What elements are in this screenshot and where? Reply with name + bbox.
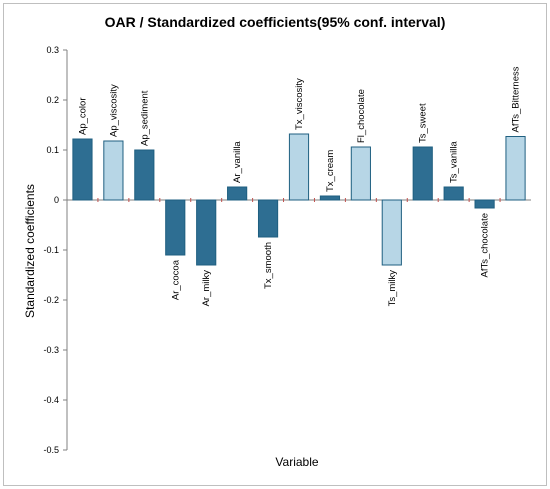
y-tick-label: 0 — [54, 195, 59, 205]
y-tick-label: -0.2 — [43, 295, 59, 305]
bar-fl-chocolate — [350, 146, 371, 201]
bar-ar-cocoa — [165, 199, 186, 256]
bar-ap-color — [72, 138, 93, 201]
bar-label: Tx_smooth — [263, 242, 274, 289]
y-tick-label: -0.4 — [43, 395, 59, 405]
y-tick-label: 0.1 — [46, 145, 59, 155]
plot-area: 0.3 0.2 0.1 0 -0.1 -0.2 -0.3 -0.4 -0.5 Ap_color Ap… — [43, 45, 531, 455]
bar-ts-milky — [381, 199, 402, 266]
bar-label: AfTs_chocolate — [480, 213, 491, 277]
chart-frame — [3, 3, 547, 486]
bar-ts-vanilla — [443, 186, 464, 201]
bar-label: Tx_cream — [325, 150, 336, 192]
chart-title: OAR / Standardized coefficients(95% conf… — [105, 14, 446, 30]
bar-label: Ar_vanilla — [232, 141, 243, 183]
bar-label: Ap_color — [77, 98, 88, 136]
bar-label: Ap_sediment — [139, 90, 150, 146]
bar-label: Ar_milky — [201, 270, 212, 307]
y-tick-label: 0.2 — [46, 95, 59, 105]
y-tick-label: -0.1 — [43, 245, 59, 255]
bar-label: Ts_vanilla — [449, 141, 460, 183]
bar-tx-viscosity — [288, 133, 310, 201]
bar-label: Ts_sweet — [418, 103, 429, 143]
bar-label: AfTs_Bitterness — [511, 66, 522, 132]
y-tick-label: -0.3 — [43, 345, 59, 355]
bar-ap-viscosity — [103, 140, 124, 201]
bar-tx-cream — [319, 195, 341, 201]
y-tick-label: 0.3 — [46, 45, 59, 55]
y-tick-label: -0.5 — [43, 445, 59, 455]
bar-afts-bitterness — [505, 136, 526, 201]
bar-label: Ts_milky — [387, 270, 398, 307]
bar-ar-milky — [196, 199, 217, 266]
bar-afts-chocolate — [474, 199, 495, 209]
bar-ts-sweet — [412, 146, 433, 201]
x-axis-title: Variable — [275, 455, 318, 469]
bar-label: Ar_cocoa — [170, 259, 181, 300]
bar-ar-vanilla — [227, 186, 248, 201]
bar-label: Tx_viscosity — [294, 78, 305, 130]
bar-label: Ap_viscosity — [108, 84, 119, 137]
bar-label: Fl_chocolate — [356, 89, 367, 143]
bar-tx-smooth — [257, 199, 279, 238]
bar-ap-sediment — [134, 149, 155, 201]
y-axis-title: Standardized coefficients — [23, 184, 37, 318]
